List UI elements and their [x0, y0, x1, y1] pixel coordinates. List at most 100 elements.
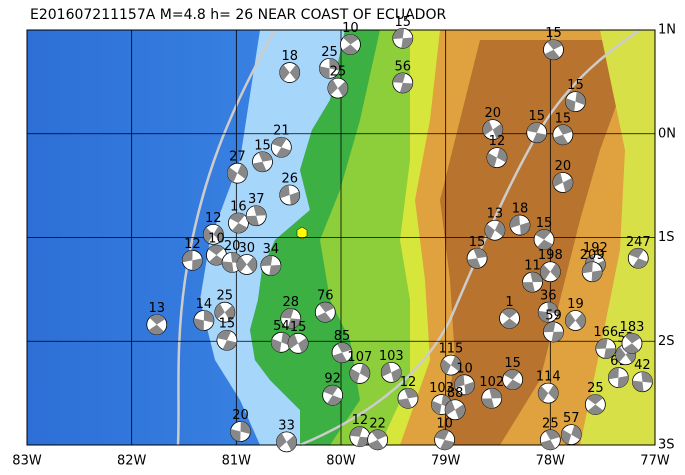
focal-mechanism — [509, 214, 531, 236]
depth-label: 13 — [149, 301, 166, 316]
depth-label: 18 — [512, 202, 529, 217]
focal-mechanism — [466, 247, 488, 269]
depth-label: 115 — [438, 342, 463, 357]
focal-mechanism — [482, 119, 504, 141]
depth-label: 15 — [528, 109, 545, 124]
depth-label: 12 — [400, 375, 417, 390]
depth-label: 15 — [290, 320, 307, 335]
focal-mechanism — [454, 374, 475, 396]
depth-label: 30 — [239, 241, 256, 256]
ball-quadrant — [214, 303, 235, 321]
focal-mechanism — [340, 34, 361, 55]
depth-label: 88 — [447, 386, 464, 401]
ball-quadrant — [484, 221, 505, 240]
ball-quadrant — [279, 185, 300, 205]
focal-mechanism — [584, 394, 606, 415]
depth-label: 12 — [352, 413, 369, 428]
depth-label: 183 — [620, 320, 645, 335]
ball-quadrant — [565, 312, 586, 329]
focal-mechanism — [543, 321, 564, 343]
focal-mechanism — [627, 247, 649, 269]
depth-label: 1 — [505, 295, 513, 310]
focal-mechanism — [322, 384, 344, 406]
depth-label: 247 — [626, 235, 651, 250]
focal-mechanism — [287, 332, 309, 354]
ball-quadrant — [526, 122, 547, 143]
focal-mechanism — [539, 429, 561, 451]
depth-label: 20 — [224, 239, 241, 254]
ball-quadrant — [229, 213, 248, 234]
focal-mechanism — [319, 57, 340, 79]
map-frame — [26, 29, 656, 446]
focal-mechanism — [146, 314, 168, 336]
depth-label: 36 — [540, 289, 557, 304]
focal-mechanism — [270, 136, 292, 158]
focal-mechanism — [440, 354, 462, 376]
ball-quadrant — [467, 248, 487, 269]
ball-quadrant — [522, 272, 543, 293]
focal-mechanism — [522, 271, 543, 293]
depth-label: 10 — [436, 416, 453, 431]
depth-label: 15 — [536, 216, 553, 231]
focal-mechanism — [581, 261, 603, 283]
depth-label: 15 — [567, 78, 584, 93]
x-tick-label: 80W — [326, 454, 356, 469]
focal-mechanism — [181, 249, 203, 271]
depth-label: 12 — [184, 237, 201, 252]
ball-quadrant — [327, 79, 348, 97]
depth-label: 15 — [219, 317, 236, 332]
x-tick-label: 78W — [536, 454, 566, 469]
ball-quadrant — [182, 250, 203, 271]
ball-quadrant — [368, 429, 387, 450]
depth-label: 27 — [229, 150, 246, 165]
ball-quadrant — [540, 429, 560, 450]
focal-mechanism — [216, 329, 238, 351]
depth-label: 20 — [232, 408, 249, 423]
depth-label: 103 — [429, 381, 454, 396]
depth-label: 192 — [583, 241, 608, 256]
focal-mechanism — [245, 205, 267, 227]
depth-label: 15 — [555, 111, 572, 126]
depth-label: 18 — [281, 49, 298, 64]
depth-label: 10 — [456, 361, 473, 376]
depth-label: 198 — [538, 248, 563, 263]
focal-mechanism — [236, 254, 258, 275]
focal-mechanism — [327, 77, 349, 99]
y-tick-label: 1N — [658, 23, 676, 38]
focal-mechanism — [595, 338, 617, 359]
depth-label: 102 — [479, 375, 504, 390]
focal-mechanism — [202, 223, 224, 245]
depth-label: 57 — [563, 411, 580, 426]
ball-quadrant — [587, 394, 604, 415]
focal-mechanism — [392, 72, 414, 94]
depth-label: 54 — [273, 319, 290, 334]
focal-mechanism — [279, 184, 301, 206]
ball-quadrant — [445, 400, 466, 420]
focal-mechanism — [434, 429, 456, 451]
depth-label: 11 — [524, 259, 541, 274]
ball-quadrant — [538, 302, 559, 323]
depth-label: 12 — [489, 134, 506, 149]
focal-mechanism — [484, 219, 506, 241]
ball-quadrant — [538, 384, 559, 402]
depth-label: 114 — [536, 370, 561, 385]
depth-label: 25 — [542, 416, 559, 431]
ball-quadrant — [608, 367, 629, 388]
ball-quadrant — [501, 308, 518, 329]
focal-mechanism — [367, 429, 389, 451]
depth-label: 15 — [254, 138, 271, 153]
focal-mechanism — [226, 162, 248, 184]
focal-mechanism — [552, 124, 574, 146]
depth-label: 103 — [379, 349, 404, 364]
depth-label: 107 — [347, 350, 372, 365]
ball-quadrant — [230, 421, 251, 442]
ball-quadrant — [246, 205, 267, 226]
focal-mechanism — [539, 261, 561, 283]
ball-quadrant — [217, 330, 237, 351]
ball-quadrant — [208, 245, 225, 266]
map-title: E201607211157A M=4.8 h= 26 NEAR COAST OF… — [30, 7, 446, 23]
ball-quadrant — [553, 124, 573, 145]
depth-label: 21 — [273, 124, 290, 139]
ball-quadrant — [342, 34, 359, 55]
